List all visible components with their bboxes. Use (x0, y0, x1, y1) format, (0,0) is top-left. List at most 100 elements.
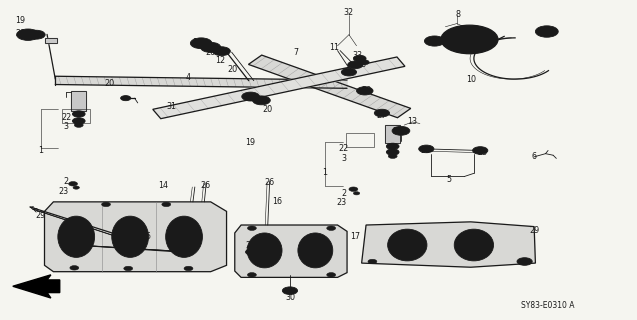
Text: 7: 7 (294, 48, 299, 57)
Circle shape (162, 202, 171, 207)
Circle shape (349, 187, 358, 191)
Bar (62, 109, 90, 123)
Circle shape (368, 259, 377, 264)
Text: 19: 19 (245, 138, 255, 147)
Circle shape (22, 32, 34, 38)
Ellipse shape (254, 238, 276, 262)
Polygon shape (235, 225, 347, 277)
Text: 5: 5 (446, 174, 451, 184)
Circle shape (73, 118, 85, 124)
Circle shape (190, 38, 212, 49)
Text: 10: 10 (466, 75, 476, 84)
Text: 17: 17 (350, 232, 361, 241)
Circle shape (213, 47, 231, 56)
Text: 3: 3 (64, 122, 69, 131)
Text: 8: 8 (455, 10, 461, 19)
Circle shape (517, 258, 533, 265)
Text: 29: 29 (120, 246, 130, 255)
Text: 20: 20 (104, 79, 114, 88)
Polygon shape (362, 222, 536, 267)
Text: 4: 4 (186, 73, 191, 82)
Circle shape (246, 249, 258, 255)
Polygon shape (153, 57, 405, 119)
Text: 22: 22 (339, 144, 349, 153)
Text: 20: 20 (228, 65, 238, 74)
Text: 27: 27 (377, 111, 387, 120)
Text: 31: 31 (166, 101, 176, 111)
Ellipse shape (461, 234, 487, 256)
Circle shape (387, 143, 399, 149)
Circle shape (73, 111, 85, 117)
Text: 25: 25 (477, 148, 487, 156)
Circle shape (196, 40, 207, 46)
Text: 28: 28 (246, 241, 255, 250)
Text: 22: 22 (61, 113, 71, 122)
Polygon shape (248, 55, 411, 118)
Circle shape (460, 35, 479, 44)
Circle shape (217, 49, 226, 53)
Text: 1: 1 (322, 168, 327, 177)
Text: 2: 2 (64, 177, 69, 186)
Circle shape (27, 30, 45, 39)
Circle shape (247, 273, 256, 277)
Text: 21: 21 (393, 127, 403, 136)
Ellipse shape (172, 222, 196, 252)
Text: SY83-E0310 A: SY83-E0310 A (521, 301, 575, 310)
Circle shape (285, 288, 294, 293)
Circle shape (206, 45, 216, 50)
Text: 3: 3 (341, 154, 347, 163)
Text: 19: 19 (15, 16, 25, 25)
Circle shape (327, 273, 336, 277)
Text: 20: 20 (15, 28, 25, 38)
Text: 24: 24 (342, 68, 352, 77)
Circle shape (247, 226, 256, 230)
Circle shape (124, 266, 132, 271)
Ellipse shape (247, 233, 282, 268)
Ellipse shape (304, 238, 326, 262)
Circle shape (361, 89, 369, 93)
Ellipse shape (118, 222, 142, 252)
Text: 26: 26 (264, 178, 274, 187)
Text: 20: 20 (361, 86, 371, 95)
Circle shape (521, 260, 529, 263)
Circle shape (70, 266, 79, 270)
Circle shape (69, 181, 78, 186)
Circle shape (357, 87, 373, 95)
Text: 20: 20 (244, 94, 254, 103)
Text: 20: 20 (262, 105, 273, 114)
Text: 33: 33 (353, 51, 363, 60)
Ellipse shape (58, 216, 95, 257)
Ellipse shape (454, 229, 494, 261)
Circle shape (392, 126, 410, 135)
Ellipse shape (64, 222, 89, 252)
Polygon shape (13, 275, 60, 298)
Polygon shape (45, 38, 57, 43)
Circle shape (341, 68, 357, 76)
Text: 16: 16 (272, 197, 282, 206)
Circle shape (473, 147, 488, 154)
Polygon shape (385, 125, 400, 142)
Text: 18: 18 (357, 60, 367, 69)
Text: 1: 1 (38, 146, 43, 155)
Circle shape (17, 29, 39, 40)
Text: 29: 29 (529, 226, 540, 235)
Circle shape (257, 98, 266, 103)
Circle shape (120, 96, 131, 101)
Text: 2: 2 (341, 189, 347, 198)
Ellipse shape (298, 233, 333, 268)
Circle shape (348, 61, 363, 69)
Circle shape (75, 123, 83, 127)
Text: 14: 14 (158, 181, 168, 190)
Circle shape (429, 38, 440, 44)
Text: 29: 29 (36, 211, 46, 220)
Polygon shape (55, 76, 347, 88)
Circle shape (375, 109, 390, 117)
Circle shape (354, 55, 366, 62)
Circle shape (184, 266, 193, 271)
Polygon shape (45, 202, 227, 272)
Circle shape (246, 94, 255, 99)
Text: 23: 23 (59, 187, 69, 196)
Circle shape (441, 25, 498, 54)
Polygon shape (71, 91, 87, 111)
Ellipse shape (111, 216, 148, 257)
